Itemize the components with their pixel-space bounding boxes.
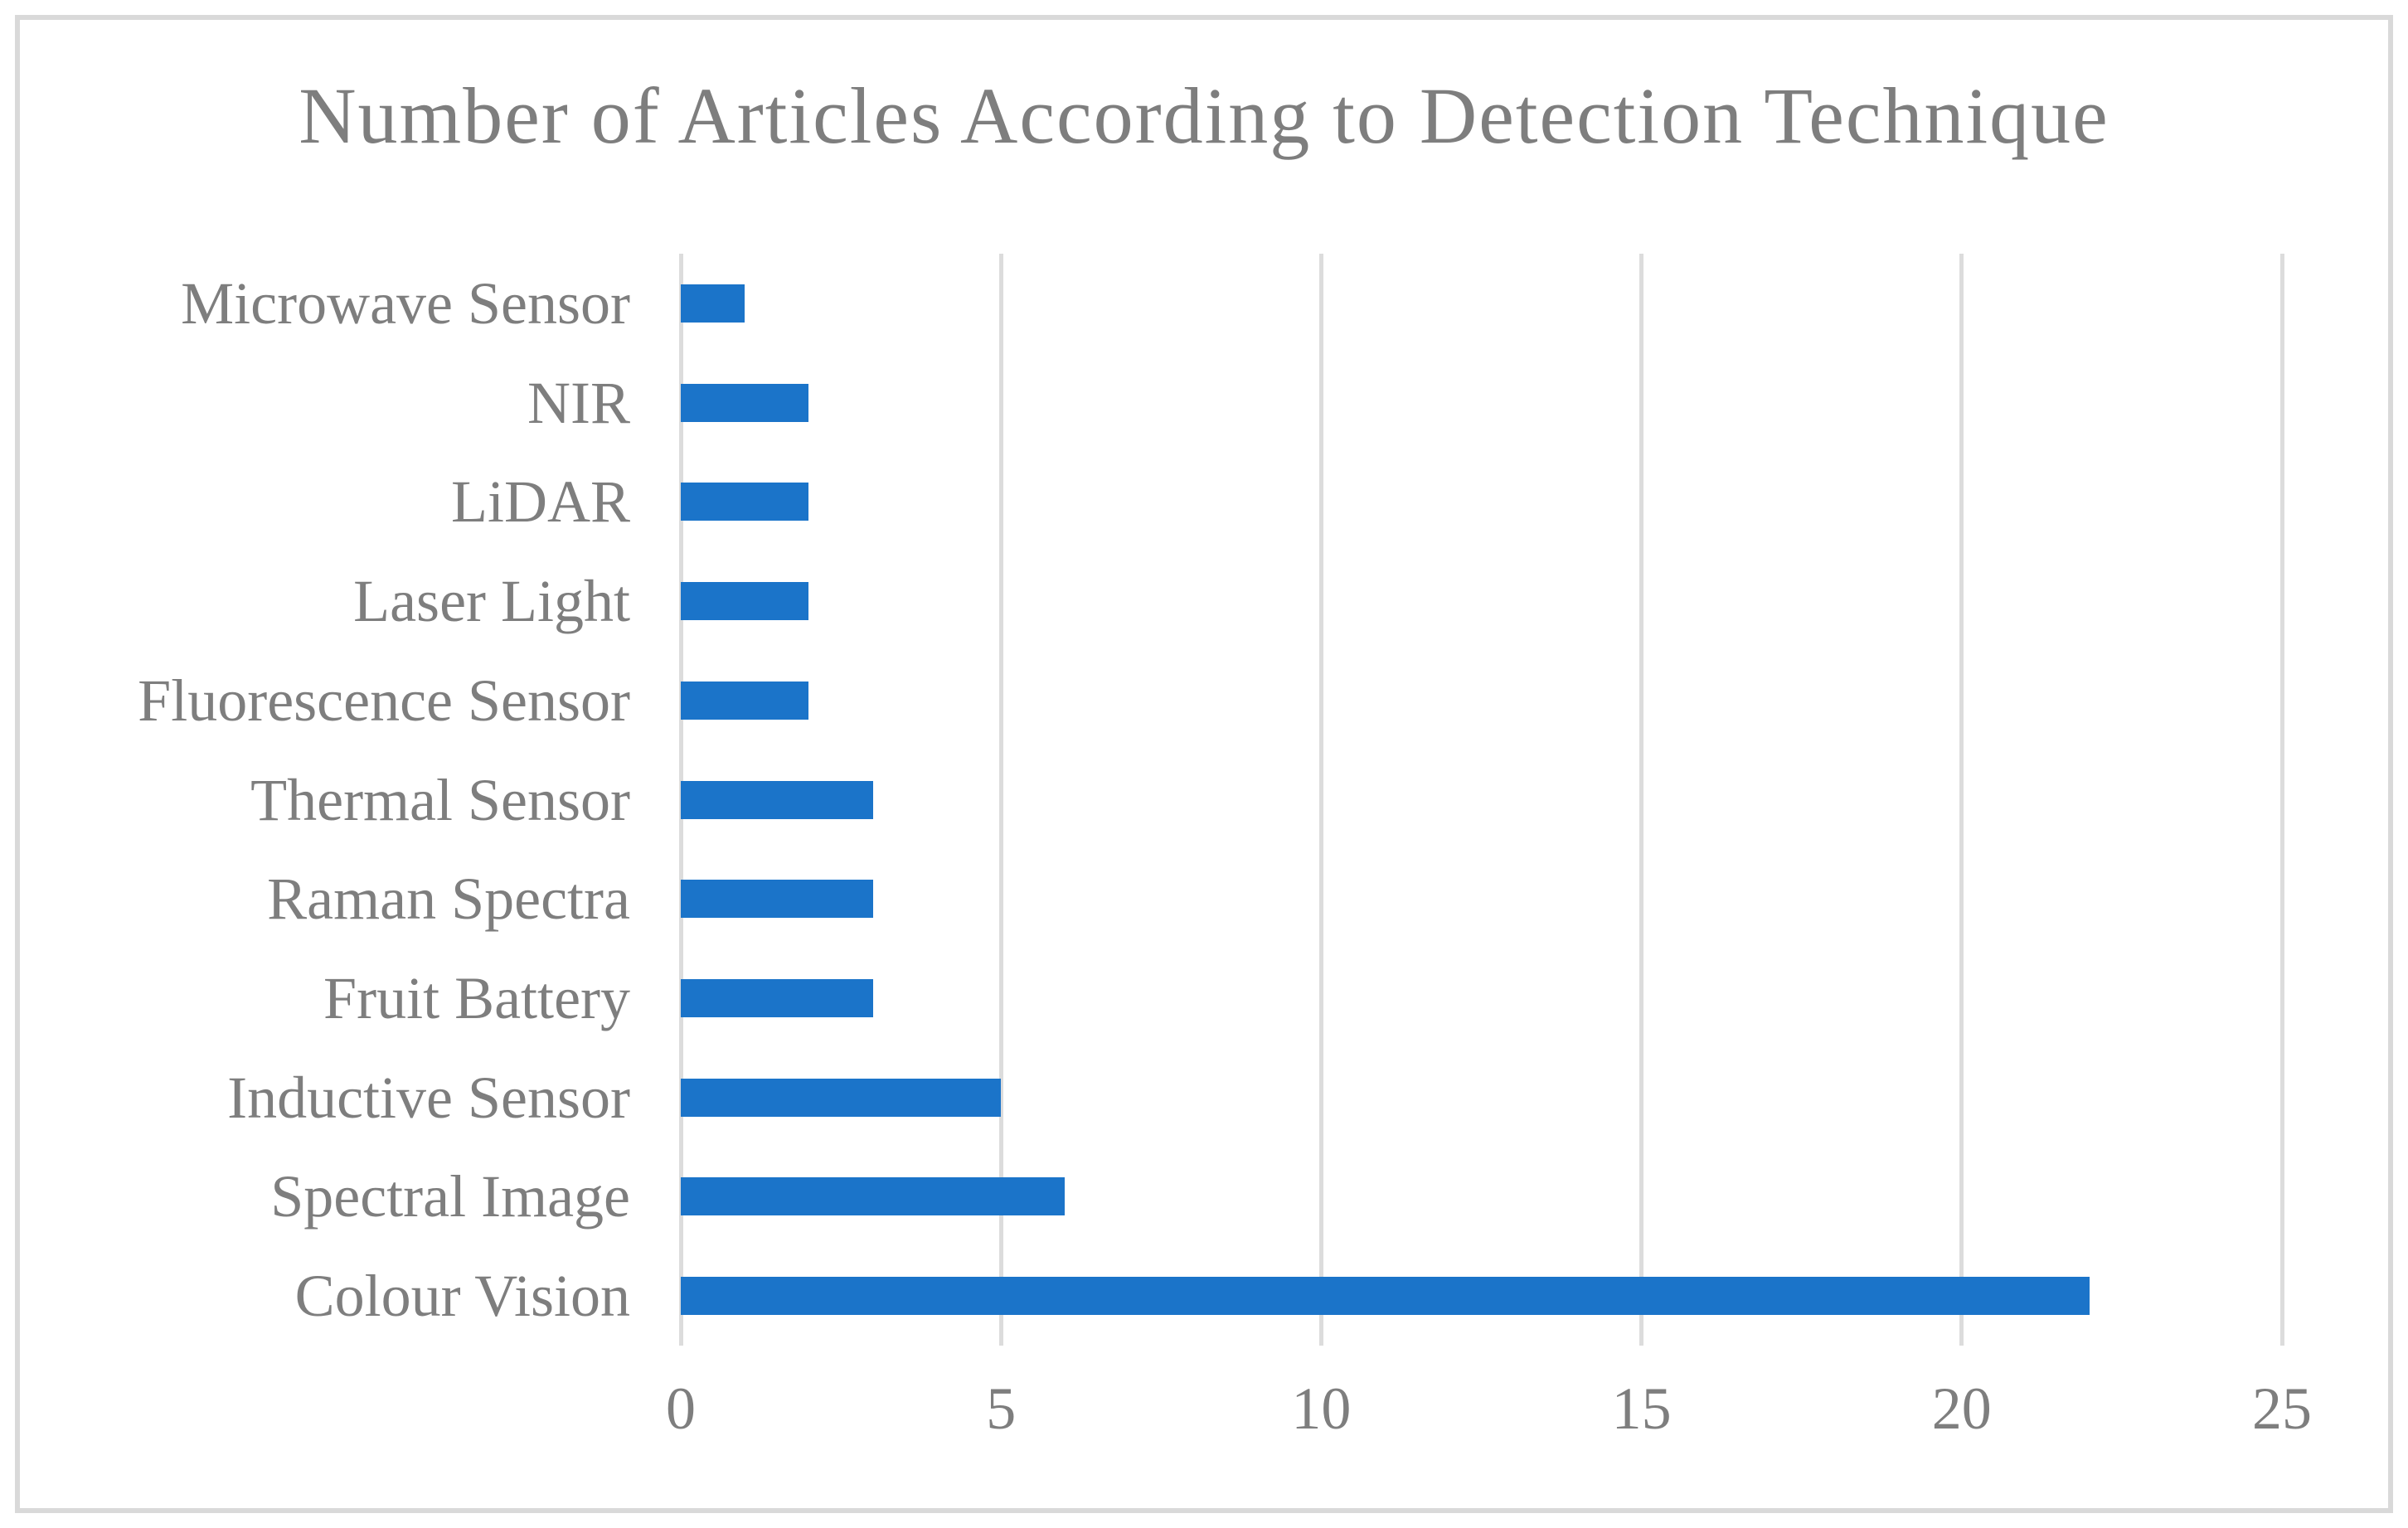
bar-spectral-image — [681, 1177, 1066, 1216]
value-axis: 0 5 10 15 20 25 — [666, 1375, 2312, 1470]
category-label-lidar: LiDAR — [451, 468, 630, 536]
plot-area — [678, 254, 2284, 1346]
bar-colour-vision — [681, 1277, 2090, 1316]
bar-nir — [681, 383, 809, 422]
x-tick-label-10: 10 — [1291, 1375, 1352, 1442]
bar-thermal-sensor — [681, 780, 873, 819]
category-label-fruit-battery: Fruit Battery — [323, 964, 630, 1031]
x-tick-label-5: 5 — [986, 1375, 1017, 1442]
bar-raman-spectra — [681, 880, 873, 919]
category-label-fluorescence-sensor: Fluorescence Sensor — [138, 667, 630, 734]
x-tick-label-25: 25 — [2252, 1375, 2312, 1442]
bar-microwave-sensor — [681, 284, 745, 323]
bar-lidar — [681, 483, 809, 521]
category-label-microwave-sensor: Microwave Sensor — [181, 269, 630, 337]
category-label-colour-vision: Colour Vision — [294, 1263, 630, 1330]
chart-title: Number of Articles According to Detectio… — [299, 71, 2109, 160]
category-label-spectral-image: Spectral Image — [270, 1163, 630, 1230]
bar-laser-light — [681, 582, 809, 621]
category-label-inductive-sensor: Inductive Sensor — [227, 1064, 630, 1131]
category-label-nir: NIR — [527, 369, 630, 436]
category-label-laser-light: Laser Light — [353, 568, 630, 635]
x-tick-label-15: 15 — [1611, 1375, 1672, 1442]
category-label-raman-spectra: Raman Spectra — [267, 866, 630, 933]
gridline-x-20 — [1959, 254, 1964, 1346]
x-tick-label-20: 20 — [1931, 1375, 1992, 1442]
bar-fruit-battery — [681, 978, 873, 1017]
gridline-x-5 — [998, 254, 1003, 1346]
bar-inductive-sensor — [681, 1078, 1002, 1117]
category-axis: Microwave Sensor NIR LiDAR Laser Light Fluor… — [25, 254, 630, 1346]
gridline-x-15 — [1639, 254, 1644, 1346]
gridline-x-10 — [1318, 254, 1323, 1346]
bar-fluorescence-sensor — [681, 681, 809, 720]
category-label-thermal-sensor: Thermal Sensor — [250, 766, 630, 833]
x-tick-label-0: 0 — [666, 1375, 696, 1442]
gridline-x-25 — [2279, 254, 2284, 1346]
figure-border — [15, 15, 2393, 1513]
